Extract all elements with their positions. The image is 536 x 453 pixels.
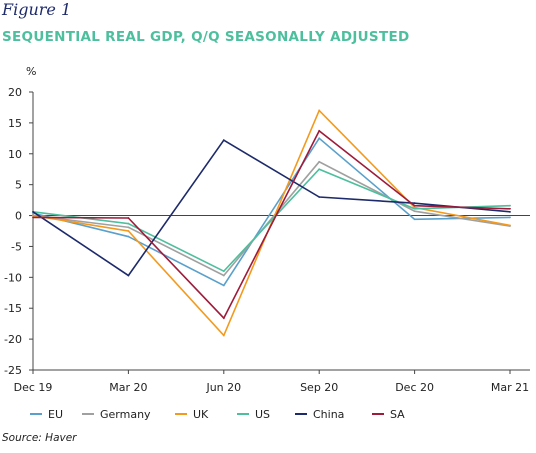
legend-label-sa: SA (390, 408, 405, 421)
data-point-us (127, 222, 130, 225)
chart-title: SEQUENTIAL REAL GDP, Q/Q SEASONALLY ADJU… (2, 29, 410, 45)
legend-label-us: US (255, 408, 270, 421)
series-line-sa (32, 129, 511, 320)
data-point-china (222, 139, 225, 142)
data-point-eu (413, 218, 416, 221)
y-tick-label: -5 (11, 240, 22, 253)
data-point-uk (127, 230, 130, 232)
legend-label-china: China (313, 408, 344, 421)
y-tick-label: -15 (4, 302, 22, 315)
data-point-sa (318, 130, 321, 132)
legend-label-germany: Germany (100, 408, 151, 421)
data-point-us (222, 270, 225, 273)
data-point-germany (222, 274, 225, 277)
data-point-sa (127, 217, 130, 219)
data-point-china (413, 202, 416, 205)
y-axis-unit-label: % (26, 65, 36, 78)
y-tick-label: 15 (8, 117, 22, 130)
source-note: Source: Haver (2, 432, 77, 444)
y-tick-label: 5 (15, 179, 22, 192)
y-tick-label: 0 (15, 210, 22, 223)
data-point-germany (413, 210, 416, 213)
data-point-us (318, 168, 321, 171)
data-point-eu (222, 284, 225, 287)
series-line-germany (32, 160, 511, 277)
legend-label-eu: EU (48, 408, 63, 421)
data-point-uk (222, 334, 225, 337)
data-point-sa (32, 216, 34, 219)
data-point-uk (318, 109, 321, 112)
data-point-germany (127, 226, 130, 229)
data-point-eu (127, 235, 130, 238)
data-point-sa (222, 317, 225, 320)
data-point-china (318, 196, 321, 198)
x-tick-label: Dec 19 (14, 381, 53, 394)
data-point-china (127, 274, 130, 277)
data-point-sa (413, 204, 416, 207)
y-tick-label: -10 (4, 271, 22, 284)
y-tick-label: 10 (8, 148, 22, 161)
data-point-uk (32, 214, 34, 217)
series-line-us (32, 168, 511, 273)
x-tick-label: Jun 20 (205, 381, 241, 394)
series-line-eu (32, 137, 511, 287)
data-point-uk (509, 224, 511, 227)
x-tick-label: Mar 21 (491, 381, 529, 394)
data-point-eu (509, 216, 511, 219)
data-point-us (413, 207, 416, 210)
data-point-sa (509, 207, 511, 210)
y-tick-label: 20 (8, 86, 22, 99)
data-point-china (32, 210, 34, 213)
data-point-china (509, 210, 511, 213)
x-tick-label: Sep 20 (300, 381, 338, 394)
x-tick-label: Dec 20 (395, 381, 434, 394)
y-tick-label: -20 (4, 333, 22, 346)
data-point-germany (318, 160, 321, 163)
data-point-eu (318, 137, 321, 140)
legend-label-uk: UK (193, 408, 209, 421)
x-tick-label: Mar 20 (109, 381, 147, 394)
data-point-us (509, 204, 511, 207)
y-tick-label: -25 (4, 364, 22, 377)
series-line-china (32, 139, 511, 277)
figure-label: Figure 1 (2, 0, 72, 19)
